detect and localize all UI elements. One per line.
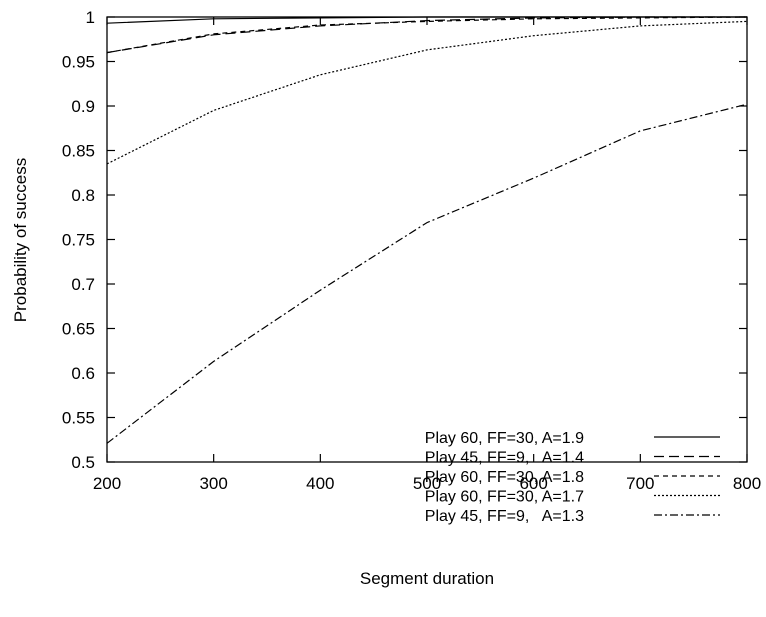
x-tick-label: 400 (306, 474, 334, 493)
x-tick-label: 800 (733, 474, 761, 493)
tick-labels: 200 300 400 500 600 700 800 0.5 0.55 0.6 0.65 0.7 0.… (62, 8, 761, 493)
x-tick-label: 600 (519, 474, 547, 493)
x-tick-label: 300 (199, 474, 227, 493)
y-tick-label: 1 (86, 8, 95, 27)
y-tick-label: 0.7 (71, 275, 95, 294)
y-tick-label: 0.6 (71, 364, 95, 383)
x-tick-label: 500 (413, 474, 441, 493)
legend-label: Play 45, FF=9, A=1.4 (425, 450, 584, 467)
axis-ticks (106, 16, 748, 463)
y-tick-label: 0.9 (71, 97, 95, 116)
x-tick-label: 700 (626, 474, 654, 493)
legend-label: Play 45, FF=9, A=1.3 (425, 508, 584, 525)
legend-label: Play 60, FF=30, A=1.7 (425, 489, 584, 506)
plot-frame (106, 16, 748, 463)
y-tick-label: 0.85 (62, 142, 95, 161)
y-tick-label: 0.55 (62, 409, 95, 428)
y-tick-label: 0.75 (62, 231, 95, 250)
legend-label: Play 60, FF=30, A=1.9 (425, 430, 584, 447)
y-tick-label: 0.5 (71, 453, 95, 472)
y-tick-label: 0.95 (62, 53, 95, 72)
y-axis-title: Probability of success (11, 158, 30, 322)
x-tick-label: 200 (93, 474, 121, 493)
series-line-4 (106, 20, 748, 165)
y-tick-label: 0.8 (71, 186, 95, 205)
plot-lines (106, 16, 748, 444)
x-axis-title: Segment duration (360, 569, 494, 588)
legend-label: Play 60, FF=30, A=1.8 (425, 469, 584, 486)
legend: Play 60, FF=30, A=1.9 Play 45, FF=9, A=1.… (425, 430, 720, 525)
series-line-5 (106, 103, 748, 444)
y-tick-label: 0.65 (62, 320, 95, 339)
